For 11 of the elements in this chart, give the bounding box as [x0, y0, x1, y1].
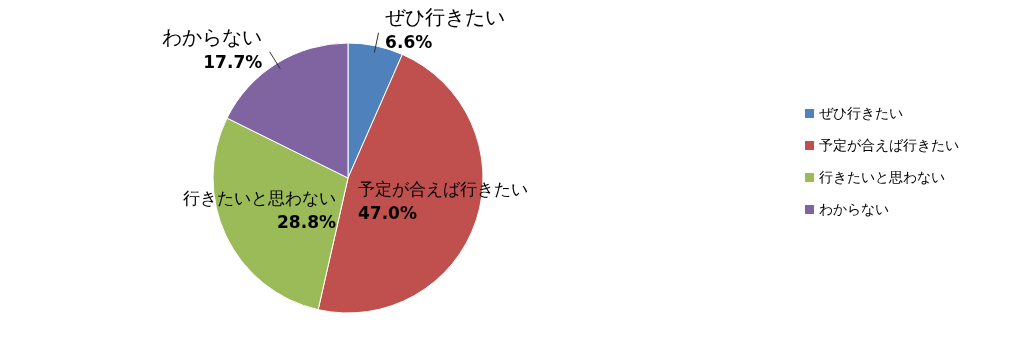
- legend-label: ぜひ行きたい: [819, 105, 903, 121]
- data-label: 47.0%: [358, 203, 417, 224]
- slice-label: ぜひ行きたい: [385, 5, 506, 30]
- slice-label: わからない: [162, 24, 263, 49]
- slice-label: 行きたいと思わない: [183, 187, 336, 208]
- data-label: 28.8%: [277, 211, 336, 232]
- legend-label: 行きたいと思わない: [819, 169, 945, 185]
- data-label: 6.6%: [385, 32, 433, 53]
- legend-label: 予定が合えば行きたい: [819, 137, 959, 153]
- legend-label: わからない: [819, 201, 889, 217]
- data-label: 17.7%: [203, 51, 263, 72]
